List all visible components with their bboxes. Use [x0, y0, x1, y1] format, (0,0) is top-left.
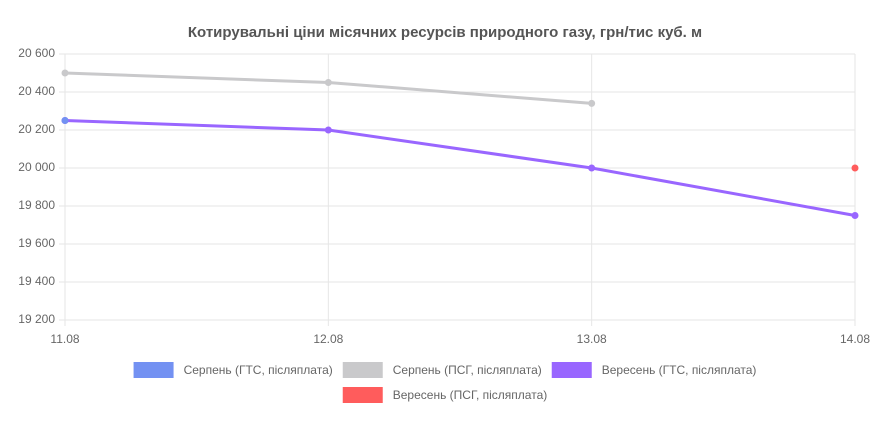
legend-item: Вересень (ГТС, післяплата) — [551, 362, 757, 378]
legend-label: Серпень (ПСГ, післяплата) — [393, 363, 542, 377]
legend-item: Серпень (ГТС, післяплата) — [133, 362, 333, 378]
legend-swatch — [342, 387, 383, 403]
legend-swatch — [342, 362, 383, 378]
y-tick-label: 20 000 — [18, 160, 55, 174]
y-tick-label: 19 400 — [18, 274, 55, 288]
point — [588, 99, 596, 107]
point — [851, 212, 859, 219]
legend-item: Серпень (ПСГ, післяплата) — [342, 362, 542, 378]
point — [324, 126, 332, 134]
legend-label: Вересень (ГТС, післяплата) — [602, 363, 757, 377]
point — [324, 79, 332, 86]
x-tick-label: 13.08 — [577, 332, 607, 346]
x-tick-label: 11.08 — [50, 332, 79, 346]
point — [61, 69, 69, 77]
legend-label: Вересень (ПСГ, післяплата) — [393, 388, 548, 402]
y-tick-label: 20 400 — [18, 84, 55, 98]
chart-title: Котирувальні ціни місячних ресурсів прир… — [188, 24, 702, 41]
legend-label: Серпень (ГТС, післяплата) — [184, 363, 333, 377]
y-tick-label: 20 600 — [18, 46, 55, 60]
legend-item: Вересень (ПСГ, післяплата) — [342, 387, 548, 403]
x-tick-label: 12.08 — [313, 332, 343, 346]
point — [588, 164, 596, 172]
x-tick-label: 14.08 — [840, 332, 870, 346]
legend-swatch — [133, 362, 174, 378]
point — [851, 164, 859, 172]
y-tick-label: 19 600 — [18, 236, 55, 250]
series-line — [64, 119, 856, 217]
y-tick-label: 19 200 — [18, 312, 55, 326]
legend-swatch — [551, 362, 592, 378]
y-tick-label: 19 800 — [18, 198, 55, 212]
y-tick-label: 20 200 — [18, 122, 55, 136]
point — [61, 117, 69, 124]
